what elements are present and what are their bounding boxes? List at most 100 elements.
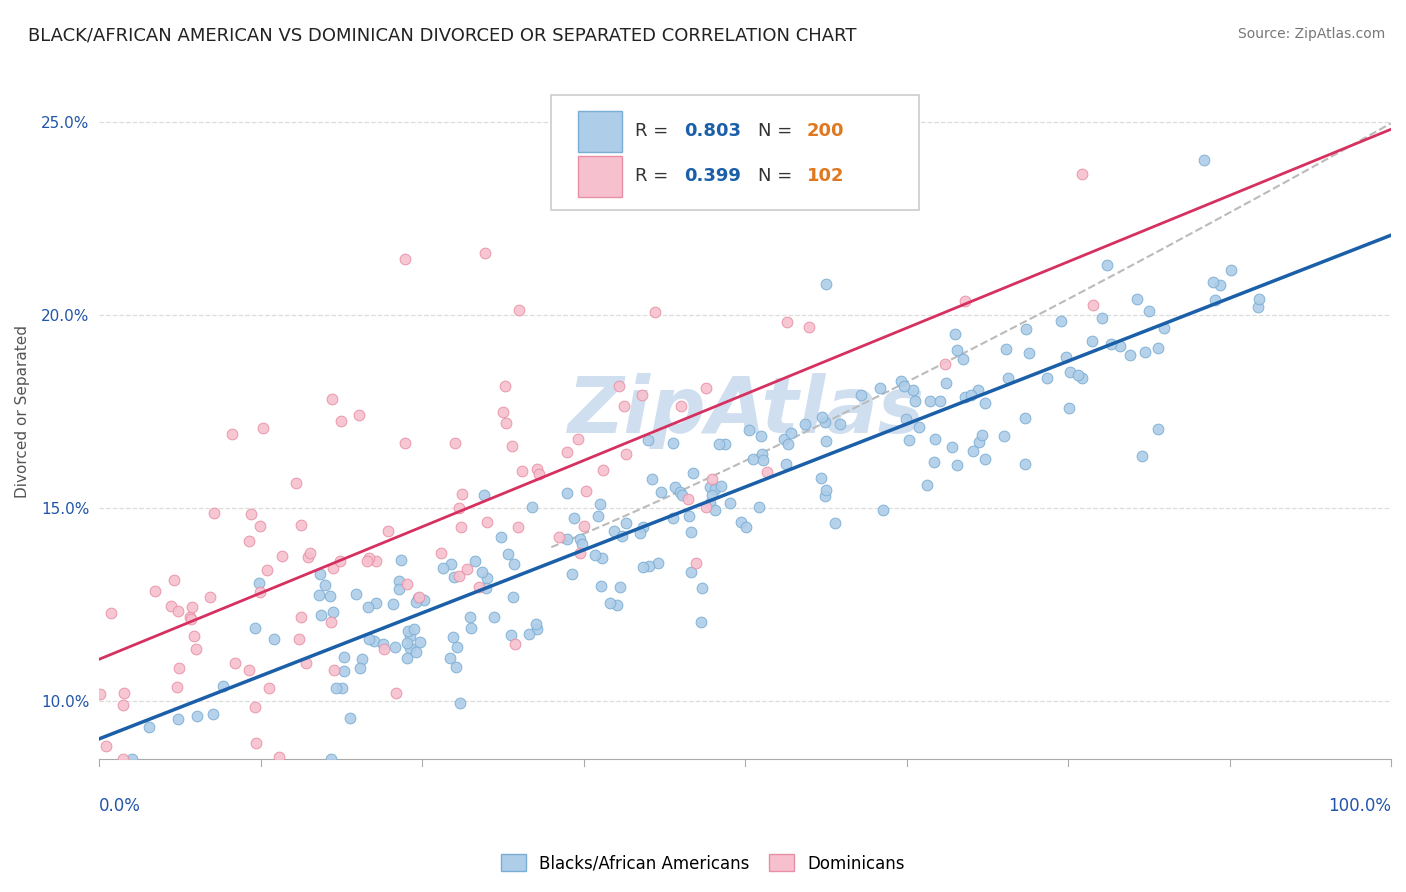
Point <box>501 439 523 453</box>
Point <box>824 516 846 530</box>
Point <box>350 652 373 666</box>
Point <box>941 440 963 454</box>
Point <box>1209 277 1232 292</box>
Point <box>184 641 207 656</box>
Point <box>396 624 419 638</box>
Point <box>288 632 311 646</box>
Point <box>238 663 260 677</box>
Point <box>669 485 692 500</box>
Point <box>699 495 721 509</box>
Point <box>1147 341 1170 355</box>
Point <box>1147 422 1170 436</box>
Point <box>562 511 585 525</box>
Point <box>512 464 534 478</box>
Point <box>526 622 548 636</box>
Point <box>776 436 799 450</box>
Point <box>960 387 983 401</box>
Point <box>700 472 723 486</box>
Point <box>751 447 773 461</box>
Point <box>349 660 371 674</box>
Point <box>929 394 952 409</box>
Point <box>394 252 416 266</box>
Point <box>309 607 332 622</box>
Point <box>256 563 278 577</box>
Point <box>347 408 370 422</box>
Point <box>377 524 399 539</box>
Point <box>749 428 772 442</box>
Point <box>631 388 654 402</box>
Point <box>699 480 721 494</box>
Point <box>775 457 797 471</box>
Point <box>503 637 526 651</box>
Point <box>671 488 693 502</box>
Point <box>682 466 704 480</box>
Point <box>245 735 267 749</box>
Point <box>685 557 707 571</box>
Point <box>644 305 666 319</box>
Point <box>526 462 548 476</box>
Point <box>810 409 832 424</box>
Point <box>924 433 946 447</box>
Point <box>742 451 765 466</box>
Point <box>443 570 465 584</box>
Text: 102: 102 <box>807 168 845 186</box>
Point <box>679 524 702 539</box>
Point <box>1108 338 1130 352</box>
Point <box>903 393 925 408</box>
Point <box>1018 345 1040 359</box>
Text: N =: N = <box>758 168 799 186</box>
Point <box>583 549 606 563</box>
Point <box>1091 311 1114 326</box>
Text: N =: N = <box>758 122 799 140</box>
Point <box>851 388 873 402</box>
Point <box>569 532 592 546</box>
Point <box>385 686 408 700</box>
Point <box>555 486 578 500</box>
Point <box>212 679 235 693</box>
Point <box>198 590 221 604</box>
Point <box>908 420 931 434</box>
Point <box>89 687 111 701</box>
Point <box>1035 371 1057 385</box>
Point <box>695 381 717 395</box>
Point <box>160 599 183 613</box>
Point <box>574 519 596 533</box>
Point <box>458 609 481 624</box>
Point <box>591 551 613 566</box>
Point <box>700 488 723 502</box>
Point <box>482 609 505 624</box>
Point <box>111 752 134 766</box>
Point <box>609 581 631 595</box>
Point <box>405 645 427 659</box>
Point <box>364 596 387 610</box>
Point <box>898 433 921 447</box>
Point <box>589 579 612 593</box>
Text: 0.399: 0.399 <box>685 168 741 186</box>
Point <box>1095 259 1118 273</box>
Point <box>661 435 683 450</box>
Point <box>263 632 285 647</box>
Point <box>394 436 416 450</box>
Point <box>973 396 995 410</box>
Point <box>780 426 803 441</box>
Point <box>714 436 737 450</box>
Point <box>527 467 550 482</box>
Point <box>474 582 496 596</box>
Point <box>238 533 260 548</box>
Point <box>221 427 243 442</box>
Point <box>447 501 470 516</box>
Point <box>290 518 312 533</box>
Point <box>489 531 512 545</box>
Text: 100.0%: 100.0% <box>1329 797 1391 815</box>
Point <box>1054 350 1077 364</box>
Point <box>112 686 135 700</box>
Point <box>201 706 224 721</box>
Point <box>1137 304 1160 318</box>
Point <box>614 447 637 461</box>
Point <box>776 315 799 329</box>
Point <box>592 463 614 477</box>
Point <box>257 681 280 695</box>
Point <box>1133 344 1156 359</box>
Point <box>567 432 589 446</box>
Point <box>946 458 969 472</box>
